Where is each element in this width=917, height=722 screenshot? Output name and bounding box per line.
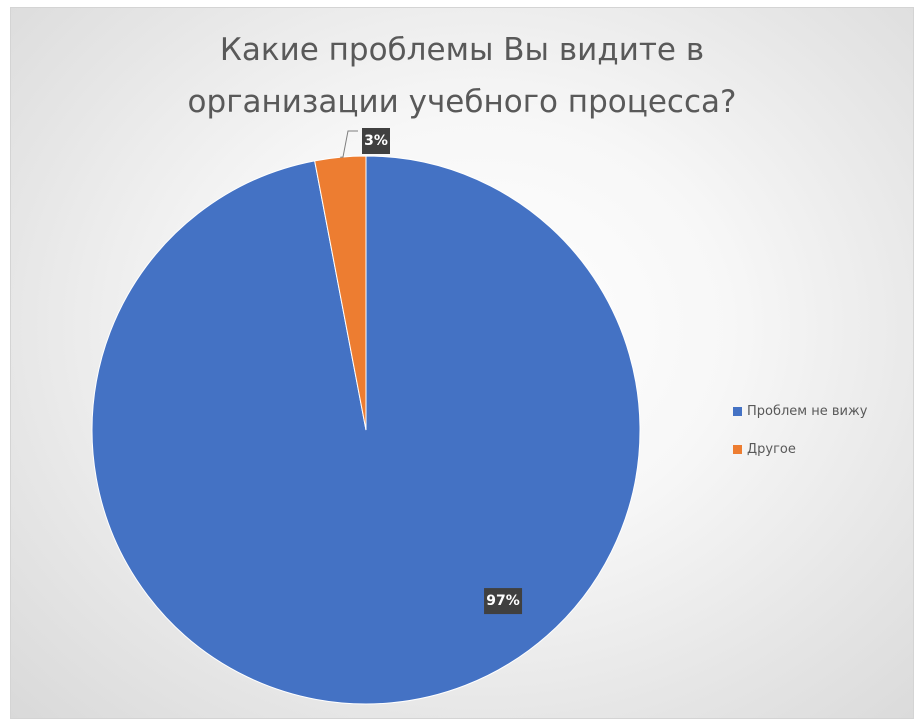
pie-chart: 97% 3%: [91, 128, 641, 705]
chart-title-line-1: Какие проблемы Вы видите в: [219, 32, 705, 68]
data-label-other: 3%: [362, 128, 390, 154]
svg-text:97%: 97%: [486, 593, 520, 609]
legend-item-other: Другое: [733, 437, 867, 461]
legend-label-other: Другое: [747, 441, 796, 457]
legend-swatch-other: [733, 444, 742, 454]
data-label-no-problems: 97%: [484, 588, 523, 615]
chart-title: Какие проблемы Вы видите в организации у…: [11, 24, 913, 128]
chart-area: Какие проблемы Вы видите в организации у…: [10, 7, 914, 719]
legend-item-no-problems: Проблем не вижу: [733, 399, 867, 423]
svg-text:3%: 3%: [364, 133, 388, 149]
legend: Проблем не вижу Другое: [733, 399, 867, 475]
legend-swatch-no-problems: [733, 406, 742, 416]
legend-label-no-problems: Проблем не вижу: [747, 403, 868, 419]
leader-line-other: [340, 130, 358, 158]
chart-title-line-2: организации учебного процесса?: [187, 84, 737, 120]
